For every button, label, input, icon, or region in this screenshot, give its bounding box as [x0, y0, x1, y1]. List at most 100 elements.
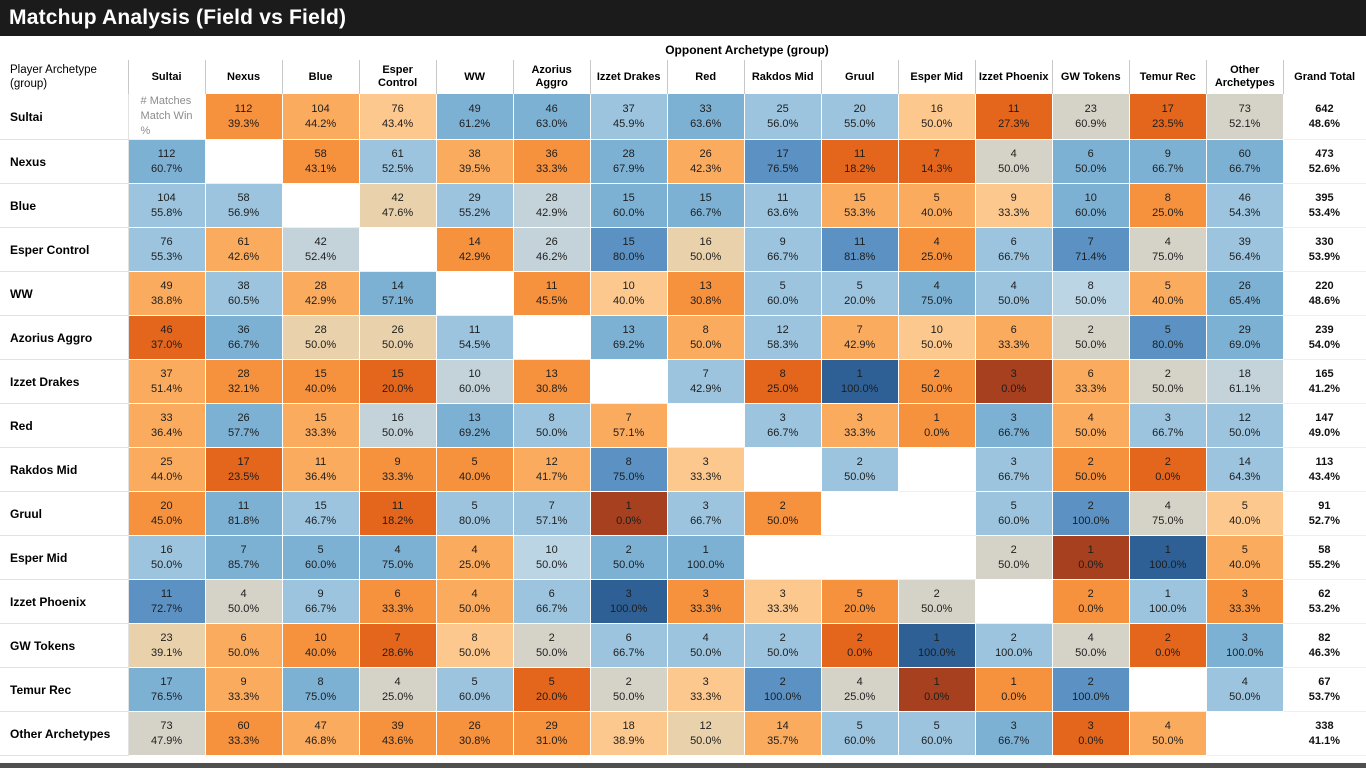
matrix-cell[interactable]: 76 43.4% [359, 94, 437, 140]
matrix-cell[interactable]: 11 18.2% [359, 491, 437, 536]
matrix-cell[interactable]: 4 25.0% [359, 667, 437, 712]
matrix-cell[interactable]: 28 42.9% [282, 271, 360, 316]
matrix-cell[interactable]: 61 52.5% [359, 139, 437, 184]
matrix-cell[interactable]: 9 33.3% [205, 667, 283, 712]
row-label[interactable]: Nexus [0, 139, 129, 184]
matrix-cell[interactable]: 4 25.0% [821, 667, 899, 712]
matrix-cell[interactable]: 28 32.1% [205, 359, 283, 404]
matrix-cell[interactable]: 7 57.1% [513, 491, 591, 536]
matrix-cell[interactable]: 29 55.2% [436, 183, 514, 228]
matrix-cell[interactable]: 12 50.0% [1206, 403, 1284, 448]
matrix-cell[interactable]: 2 0.0% [1129, 447, 1207, 492]
cell-measure-legend[interactable]: # Matches Match Win % [128, 94, 206, 140]
row-label[interactable]: GW Tokens [0, 623, 129, 668]
matrix-cell[interactable]: 11 72.7% [128, 579, 206, 624]
matrix-cell[interactable]: 15 80.0% [590, 227, 668, 272]
empty-cell[interactable] [821, 535, 899, 580]
matrix-cell[interactable]: 23 39.1% [128, 623, 206, 668]
matrix-cell[interactable]: 16 50.0% [359, 403, 437, 448]
empty-cell[interactable] [975, 579, 1053, 624]
matrix-cell[interactable]: 8 50.0% [667, 315, 745, 360]
matrix-cell[interactable]: 1 0.0% [898, 667, 976, 712]
matrix-cell[interactable]: 14 57.1% [359, 271, 437, 316]
empty-cell[interactable] [359, 227, 437, 272]
matrix-cell[interactable]: 3 0.0% [1052, 711, 1130, 756]
matrix-cell[interactable]: 9 33.3% [975, 183, 1053, 228]
matrix-cell[interactable]: 29 31.0% [513, 711, 591, 756]
matrix-cell[interactable]: 9 66.7% [744, 227, 822, 272]
matrix-cell[interactable]: 5 60.0% [282, 535, 360, 580]
matrix-cell[interactable]: 26 46.2% [513, 227, 591, 272]
matrix-cell[interactable]: 3 66.7% [744, 403, 822, 448]
matrix-cell[interactable]: 15 53.3% [821, 183, 899, 228]
matrix-cell[interactable]: 14 35.7% [744, 711, 822, 756]
matrix-cell[interactable]: 60 33.3% [205, 711, 283, 756]
grand-total-cell[interactable]: 338 41.1% [1282, 711, 1366, 756]
matrix-cell[interactable]: 58 43.1% [282, 139, 360, 184]
matrix-cell[interactable]: 33 36.4% [128, 403, 206, 448]
matrix-cell[interactable]: 8 75.0% [282, 667, 360, 712]
matrix-cell[interactable]: 8 50.0% [436, 623, 514, 668]
grand-total-cell[interactable]: 62 53.2% [1282, 579, 1366, 624]
empty-cell[interactable] [898, 447, 976, 492]
matrix-cell[interactable]: 3 0.0% [975, 359, 1053, 404]
grand-total-cell[interactable]: 147 49.0% [1282, 403, 1366, 448]
column-header[interactable]: GW Tokens [1051, 60, 1130, 94]
matrix-cell[interactable]: 29 69.0% [1206, 315, 1284, 360]
matrix-cell[interactable]: 15 46.7% [282, 491, 360, 536]
matrix-cell[interactable]: 5 60.0% [821, 711, 899, 756]
matrix-cell[interactable]: 11 36.4% [282, 447, 360, 492]
grand-total-cell[interactable]: 330 53.9% [1282, 227, 1366, 272]
matrix-cell[interactable]: 13 69.2% [590, 315, 668, 360]
row-label[interactable]: Gruul [0, 491, 129, 536]
row-label[interactable]: Red [0, 403, 129, 448]
matrix-cell[interactable]: 28 67.9% [590, 139, 668, 184]
matrix-cell[interactable]: 8 50.0% [513, 403, 591, 448]
matrix-cell[interactable]: 36 66.7% [205, 315, 283, 360]
matrix-cell[interactable]: 11 27.3% [975, 94, 1053, 140]
matrix-cell[interactable]: 10 50.0% [898, 315, 976, 360]
matrix-cell[interactable]: 9 33.3% [359, 447, 437, 492]
matrix-cell[interactable]: 2 50.0% [744, 491, 822, 536]
matrix-cell[interactable]: 12 41.7% [513, 447, 591, 492]
matrix-cell[interactable]: 4 75.0% [1129, 227, 1207, 272]
matrix-cell[interactable]: 46 37.0% [128, 315, 206, 360]
column-header[interactable]: WW [435, 60, 514, 94]
matrix-cell[interactable]: 4 75.0% [898, 271, 976, 316]
matrix-cell[interactable]: 11 45.5% [513, 271, 591, 316]
matrix-cell[interactable]: 5 20.0% [821, 579, 899, 624]
matrix-cell[interactable]: 25 56.0% [744, 94, 822, 140]
matrix-cell[interactable]: 42 47.6% [359, 183, 437, 228]
matrix-cell[interactable]: 1 0.0% [898, 403, 976, 448]
matrix-cell[interactable]: 1 100.0% [821, 359, 899, 404]
matrix-cell[interactable]: 17 76.5% [128, 667, 206, 712]
matrix-cell[interactable]: 112 60.7% [128, 139, 206, 184]
matrix-cell[interactable]: 10 60.0% [1052, 183, 1130, 228]
matrix-cell[interactable]: 15 60.0% [590, 183, 668, 228]
column-header[interactable]: Esper Control [358, 60, 437, 94]
matrix-cell[interactable]: 13 30.8% [513, 359, 591, 404]
matrix-cell[interactable]: 60 66.7% [1206, 139, 1284, 184]
matrix-cell[interactable]: 3 33.3% [667, 579, 745, 624]
matrix-cell[interactable]: 26 65.4% [1206, 271, 1284, 316]
matrix-cell[interactable]: 37 51.4% [128, 359, 206, 404]
matrix-cell[interactable]: 15 20.0% [359, 359, 437, 404]
column-header[interactable]: Red [666, 60, 745, 94]
matrix-cell[interactable]: 14 42.9% [436, 227, 514, 272]
matrix-cell[interactable]: 7 14.3% [898, 139, 976, 184]
empty-cell[interactable] [744, 535, 822, 580]
row-label[interactable]: Esper Mid [0, 535, 129, 580]
matrix-cell[interactable]: 28 42.9% [513, 183, 591, 228]
matrix-cell[interactable]: 2 0.0% [1129, 623, 1207, 668]
matrix-cell[interactable]: 3 66.7% [667, 491, 745, 536]
matrix-cell[interactable]: 20 45.0% [128, 491, 206, 536]
column-header[interactable]: Sultai [127, 60, 206, 94]
matrix-cell[interactable]: 104 44.2% [282, 94, 360, 140]
matrix-cell[interactable]: 1 100.0% [667, 535, 745, 580]
matrix-cell[interactable]: 4 50.0% [436, 579, 514, 624]
column-header[interactable]: Nexus [204, 60, 283, 94]
empty-cell[interactable] [436, 271, 514, 316]
column-header[interactable]: Gruul [820, 60, 899, 94]
matrix-cell[interactable]: 2 50.0% [744, 623, 822, 668]
matrix-cell[interactable]: 26 57.7% [205, 403, 283, 448]
